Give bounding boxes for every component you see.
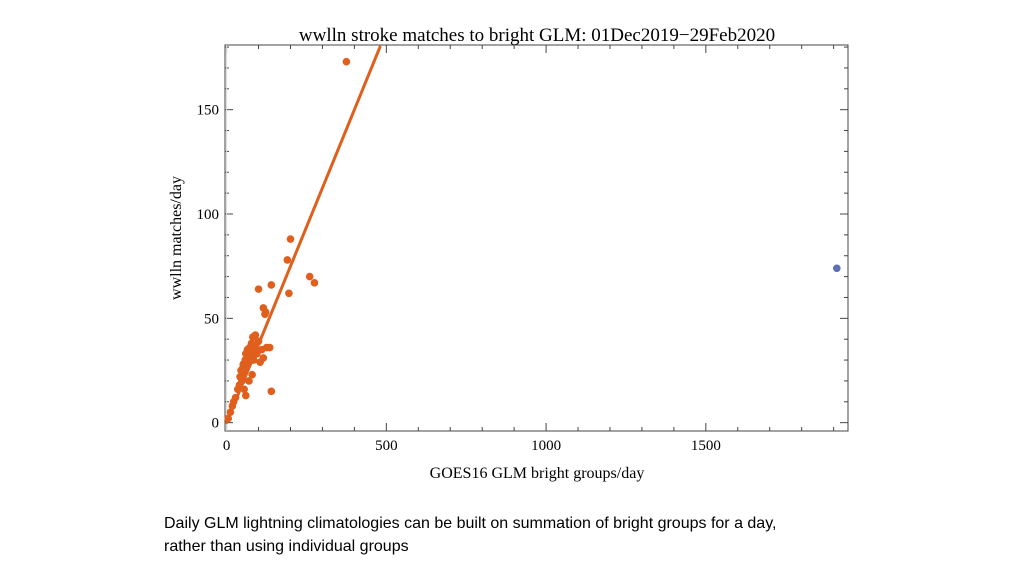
x-tick-label: 1000 bbox=[531, 438, 561, 454]
data-point bbox=[240, 368, 248, 377]
data-point bbox=[310, 279, 319, 287]
data-point bbox=[283, 256, 292, 264]
chart-title: wwlln stroke matches to bright GLM: 01De… bbox=[299, 25, 775, 46]
data-point bbox=[249, 356, 258, 364]
data-point bbox=[342, 57, 351, 66]
y-tick-label: 100 bbox=[197, 207, 220, 223]
data-point bbox=[267, 281, 276, 289]
outlier-point bbox=[833, 264, 841, 273]
data-point bbox=[251, 331, 260, 339]
y-tick-label: 150 bbox=[197, 103, 220, 119]
scatter-chart: wwlln stroke matches to bright GLM: 01De… bbox=[168, 25, 849, 482]
data-point bbox=[267, 387, 276, 396]
caption-line-1: Daily GLM lightning climatologies can be… bbox=[164, 515, 777, 532]
data-point bbox=[231, 393, 240, 402]
y-tick-label: 0 bbox=[212, 416, 220, 432]
y-axis-label: wwlln matches/day bbox=[168, 176, 185, 300]
tick-labels: 0 500 1000 1500 0 50 100 150 bbox=[197, 103, 721, 454]
data-point bbox=[261, 308, 270, 316]
x-tick-label: 1500 bbox=[691, 438, 721, 454]
x-tick-label: 500 bbox=[375, 438, 398, 454]
data-point bbox=[245, 377, 253, 385]
data-point bbox=[285, 289, 293, 298]
data-point bbox=[248, 370, 256, 379]
data-point bbox=[226, 408, 235, 417]
axis-ticks bbox=[225, 45, 848, 431]
data-point bbox=[254, 337, 263, 346]
plot-frame bbox=[224, 44, 849, 432]
caption-line-2: rather than using individual groups bbox=[164, 538, 409, 555]
data-point bbox=[254, 285, 263, 293]
x-tick-label: 0 bbox=[223, 438, 231, 454]
data-point bbox=[238, 377, 246, 385]
data-point bbox=[240, 385, 248, 394]
data-point bbox=[286, 235, 295, 243]
data-point bbox=[259, 354, 268, 362]
data-point bbox=[305, 272, 314, 281]
data-points bbox=[224, 57, 841, 423]
data-point bbox=[265, 343, 274, 352]
x-axis-label: GOES16 GLM bright groups/day bbox=[430, 465, 645, 482]
data-point bbox=[224, 414, 232, 423]
slide-caption: Daily GLM lightning climatologies can be… bbox=[164, 512, 884, 558]
y-tick-label: 50 bbox=[204, 311, 219, 327]
data-point bbox=[241, 391, 250, 400]
